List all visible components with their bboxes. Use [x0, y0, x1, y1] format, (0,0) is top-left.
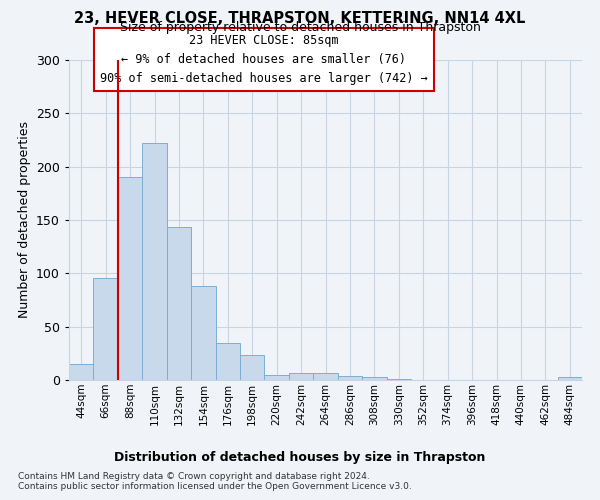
Bar — [94, 278, 118, 380]
Bar — [289, 372, 313, 380]
Bar — [167, 228, 191, 380]
Bar — [240, 356, 265, 380]
Y-axis label: Number of detached properties: Number of detached properties — [17, 122, 31, 318]
Bar — [191, 286, 215, 380]
Bar — [386, 379, 411, 380]
Text: 23 HEVER CLOSE: 85sqm
← 9% of detached houses are smaller (76)
90% of semi-detac: 23 HEVER CLOSE: 85sqm ← 9% of detached h… — [100, 34, 428, 86]
Bar — [313, 372, 338, 380]
Bar — [215, 342, 240, 380]
Bar — [338, 376, 362, 380]
Bar — [557, 377, 582, 380]
Text: Contains HM Land Registry data © Crown copyright and database right 2024.: Contains HM Land Registry data © Crown c… — [18, 472, 370, 481]
Text: Contains public sector information licensed under the Open Government Licence v3: Contains public sector information licen… — [18, 482, 412, 491]
Text: Distribution of detached houses by size in Thrapston: Distribution of detached houses by size … — [115, 451, 485, 464]
Bar — [69, 364, 94, 380]
Bar — [142, 143, 167, 380]
Bar — [265, 374, 289, 380]
Bar — [362, 377, 386, 380]
Text: Size of property relative to detached houses in Thrapston: Size of property relative to detached ho… — [119, 22, 481, 35]
Bar — [118, 178, 142, 380]
Text: 23, HEVER CLOSE, THRAPSTON, KETTERING, NN14 4XL: 23, HEVER CLOSE, THRAPSTON, KETTERING, N… — [74, 11, 526, 26]
